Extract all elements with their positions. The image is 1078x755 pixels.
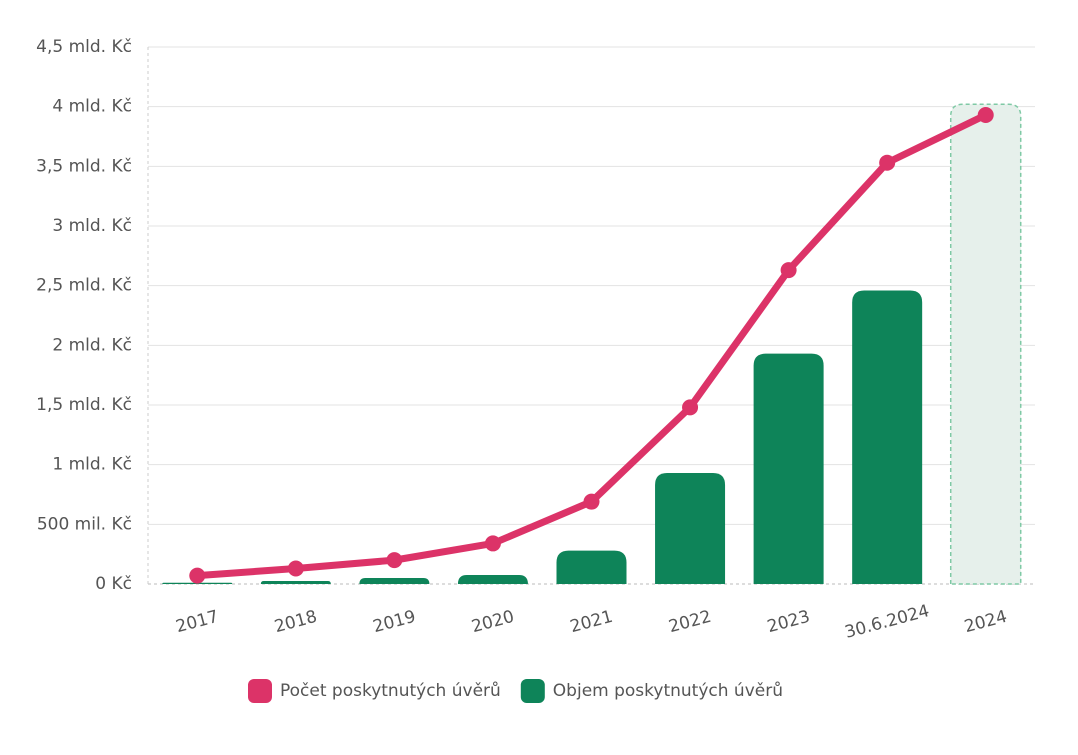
legend-swatch (520, 679, 545, 703)
x-tick-label: 2019 (371, 607, 418, 638)
x-tick-label: 2023 (765, 607, 812, 638)
bar (852, 290, 923, 584)
x-tick-label: 2021 (568, 607, 615, 638)
line-marker (583, 493, 600, 510)
line-marker (879, 154, 896, 171)
y-tick-label: 500 mil. Kč (37, 514, 132, 534)
y-tick-label: 1 mld. Kč (52, 455, 132, 475)
line-marker (682, 399, 699, 416)
y-tick-label: 3 mld. Kč (52, 216, 132, 236)
legend-label: Objem poskytnutých úvěrů (553, 681, 783, 701)
y-tick-label: 4,5 mld. Kč (36, 37, 132, 57)
bar (260, 581, 331, 584)
bar (556, 550, 627, 584)
x-tick-label: 2018 (272, 607, 319, 638)
x-tick-label: 30.6.2024 (843, 601, 932, 643)
bar (457, 575, 528, 584)
x-tick-label: 2024 (962, 607, 1009, 638)
line-marker (287, 560, 304, 577)
line-marker (484, 535, 501, 552)
x-tick-label: 2017 (174, 607, 221, 638)
y-tick-label: 2,5 mld. Kč (36, 276, 132, 296)
bar (359, 578, 430, 584)
line-marker (977, 107, 994, 124)
line-marker (386, 552, 403, 569)
y-tick-label: 1,5 mld. Kč (36, 395, 132, 415)
y-tick-label: 4 mld. Kč (52, 97, 132, 117)
y-tick-label: 3,5 mld. Kč (36, 156, 132, 176)
legend-swatch (248, 679, 272, 703)
bar (949, 103, 1022, 585)
bar (655, 473, 726, 584)
x-tick-label: 2022 (667, 607, 714, 638)
legend-label: Počet poskytnutých úvěrů (280, 681, 501, 701)
y-tick-label: 2 mld. Kč (52, 335, 132, 355)
line-marker (189, 567, 206, 584)
bar (753, 353, 824, 584)
x-tick-label: 2020 (469, 607, 516, 638)
y-tick-label: 0 Kč (95, 574, 132, 594)
line-marker (780, 262, 797, 279)
